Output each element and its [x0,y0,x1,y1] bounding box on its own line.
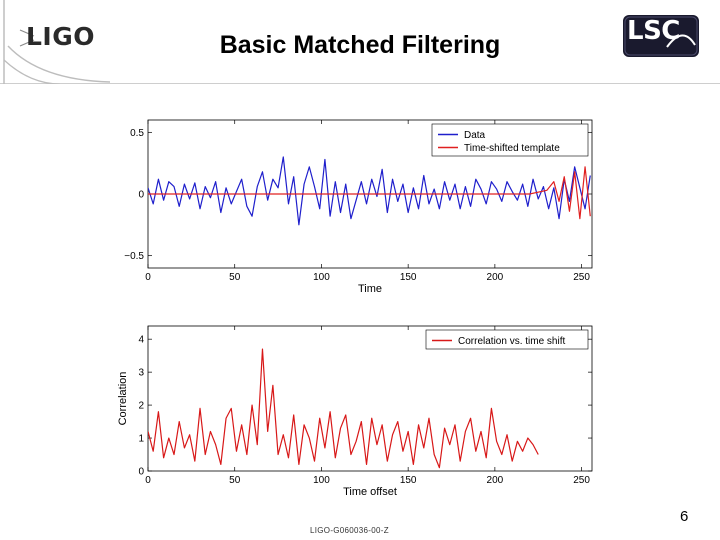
x-axis-label: Time offset [343,486,397,498]
x-tick-label: 250 [573,272,590,283]
header-decoration [0,0,720,84]
figure-panel: 0 50 100 150 200 250 −0.5 0 0.5 Time Data Time-shif… [108,108,598,505]
legend-label: Time-shifted template [464,143,560,154]
plot-frame [147,325,593,472]
legend-label: Correlation vs. time shift [458,336,565,347]
chart-panel-2: 0 50 100 150 200 250 0 1 2 3 4 Time offset Correlati… [117,325,593,498]
legend-label: Data [464,130,486,141]
series-line-data [148,156,591,226]
page-number: 6 [680,508,689,525]
x-tick-label: 150 [400,475,417,486]
x-tick-label: 200 [487,475,504,486]
ligo-logo: LIGO [26,22,96,51]
y-axis-label: Correlation [117,372,129,426]
x-tick-label: 50 [229,475,241,486]
lsc-logo-text: LSC [627,16,680,46]
x-tick-label: 150 [400,272,417,283]
x-axis-label: Time [358,283,382,295]
figure-canvas: 0 50 100 150 200 250−0.500.5TimeDataTime-shif… [117,119,593,498]
document-id: LIGO-G060036-00-Z [310,526,389,535]
series-line-time-shifted-template [148,166,591,220]
lsc-logo-badge [623,15,699,57]
y-tick-label: 0 [138,467,144,478]
x-tick-label: 100 [313,272,330,283]
series-line-correlation-vs-time-shift [148,348,539,469]
x-tick-label: 250 [573,475,590,486]
legend-box [431,123,589,157]
y-tick-label: −0.5 [124,251,144,262]
y-tick-label: 2 [138,401,144,412]
x-tick-label: 100 [313,475,330,486]
slide-header: LIGO Basic Matched Filtering LSC [0,0,720,84]
chart-panel-1: 0 50 100 150 200 250−0.500.5TimeDataTime-shif… [124,119,593,295]
slide-title: Basic Matched Filtering [219,31,501,59]
y-tick-label: 3 [138,368,144,379]
y-tick-label: 1 [138,434,144,445]
x-tick-label: 200 [487,272,504,283]
legend-box [425,329,589,350]
y-tick-label: 0.5 [130,128,144,139]
x-tick-label: 50 [229,272,241,283]
x-tick-label: 0 [145,475,151,486]
y-tick-label: 4 [138,335,144,346]
y-tick-label: 0 [138,190,144,201]
x-tick-label: 0 [145,272,151,283]
